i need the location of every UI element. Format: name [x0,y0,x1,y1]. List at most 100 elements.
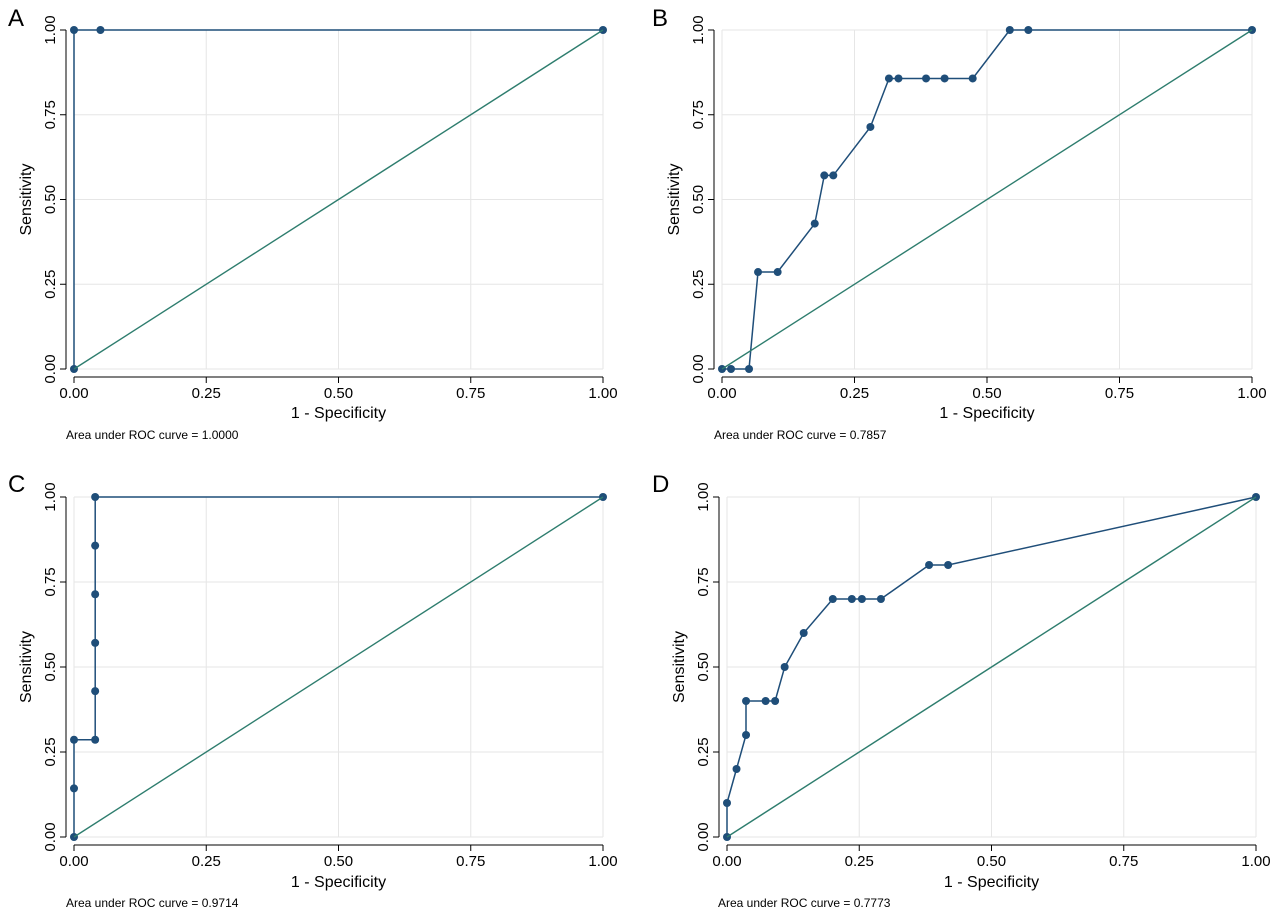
x-tick-label: 0.75 [1105,385,1134,402]
y-tick-label: 0.00 [690,354,707,383]
roc-point [968,74,977,83]
x-tick-label: 0.50 [324,385,353,402]
roc-point [857,595,866,603]
roc-point [754,268,763,277]
x-tick-label: 0.00 [59,385,88,402]
y-tick-label: 0.25 [695,737,712,766]
auc-footnote: Area under ROC curve = 0.7857 [714,428,887,442]
roc-point [91,590,100,599]
roc-point [799,629,808,637]
roc-curve-line [726,496,1257,837]
reference-diagonal-line [726,496,1257,838]
roc-point [91,541,100,550]
y-tick-label: 0.75 [695,567,712,596]
x-axis-title: 1 - Specificity [944,874,1039,891]
y-tick-label: 1.00 [695,482,712,511]
roc-panel-a: 0.00 0.25 0.50 0.75 1.00 0.00 0.25 0.50 0.75 1.00… [8,5,618,442]
y-axis-title: Sensitivity [18,631,35,703]
roc-point [876,595,885,603]
y-axis-title: Sensitivity [671,631,688,703]
x-tick-label: 0.75 [456,385,485,402]
x-tick-label: 0.25 [845,853,874,870]
x-tick-label: 0.75 [1109,853,1138,870]
reference-diagonal-line [73,496,604,838]
y-axis-title: Sensitivity [666,163,683,235]
x-axis-title: 1 - Specificity [291,405,386,422]
x-tick-label: 0.00 [59,853,88,870]
panel-label: B [652,5,668,32]
roc-point [866,122,875,131]
roc-point [773,268,782,277]
roc-point [727,365,736,373]
roc-point [1005,26,1014,34]
y-tick-label: 1.00 [690,15,707,44]
x-tick-label: 1.00 [1241,853,1270,870]
auc-footnote: Area under ROC curve = 0.9714 [66,896,239,910]
auc-footnote: Area under ROC curve = 1.0000 [66,428,239,442]
roc-point [894,74,903,83]
roc-point [761,697,770,705]
roc-point [91,493,100,501]
roc-point [922,74,931,83]
roc-panel-d: 0.00 0.25 0.50 0.75 1.00 0.00 0.25 0.50 0.75 1.00… [652,471,1271,910]
reference-diagonal-line [721,29,1253,370]
x-tick-label: 0.50 [972,385,1001,402]
roc-point [944,561,953,569]
roc-point [940,74,949,83]
y-tick-label: 1.00 [42,482,59,511]
y-tick-label: 0.50 [695,652,712,681]
roc-point [70,735,78,744]
x-tick-label: 0.75 [456,853,485,870]
x-tick-label: 1.00 [1237,385,1266,402]
y-tick-label: 0.25 [42,737,59,766]
x-tick-label: 0.00 [712,853,741,870]
roc-point [828,595,837,603]
y-tick-label: 0.00 [695,822,712,851]
reference-diagonal-line [73,29,604,370]
roc-curve-line [73,29,603,369]
roc-point [91,687,100,696]
auc-footnote: Area under ROC curve = 0.7773 [718,896,891,910]
roc-point [884,74,893,83]
roc-panel-b: 0.00 0.25 0.50 0.75 1.00 0.00 0.25 0.50 0.75 1.00… [652,5,1267,442]
x-axis-title: 1 - Specificity [939,405,1034,422]
y-tick-label: 1.00 [42,15,59,44]
roc-point [742,697,751,705]
roc-point [1024,26,1033,34]
x-tick-label: 0.25 [192,853,221,870]
x-tick-label: 0.50 [977,853,1006,870]
y-tick-label: 0.75 [42,567,59,596]
y-tick-label: 0.50 [42,185,59,214]
y-tick-label: 0.00 [42,822,59,851]
roc-point [91,638,100,647]
roc-point [820,171,829,180]
y-tick-label: 0.50 [690,185,707,214]
x-tick-label: 0.25 [192,385,221,402]
x-tick-label: 0.25 [840,385,869,402]
x-tick-label: 0.00 [707,385,736,402]
panel-label: C [8,471,25,498]
y-tick-label: 0.25 [42,270,59,299]
roc-point [771,697,780,705]
panel-label: A [8,5,24,32]
y-tick-label: 0.00 [42,354,59,383]
y-tick-label: 0.25 [690,270,707,299]
y-axis-title: Sensitivity [18,163,35,235]
roc-point [780,663,789,671]
roc-point [745,365,754,373]
roc-point [829,171,838,180]
panel-label: D [652,471,669,498]
roc-point [70,784,78,793]
roc-point [70,26,78,34]
roc-point [96,26,105,34]
roc-point [91,735,100,744]
roc-point [742,731,751,739]
y-tick-label: 0.75 [42,100,59,129]
roc-point [925,561,934,569]
x-tick-label: 1.00 [588,385,617,402]
roc-point [847,595,856,603]
roc-curve-line [73,496,603,837]
y-tick-label: 0.50 [42,652,59,681]
roc-point [723,799,731,807]
